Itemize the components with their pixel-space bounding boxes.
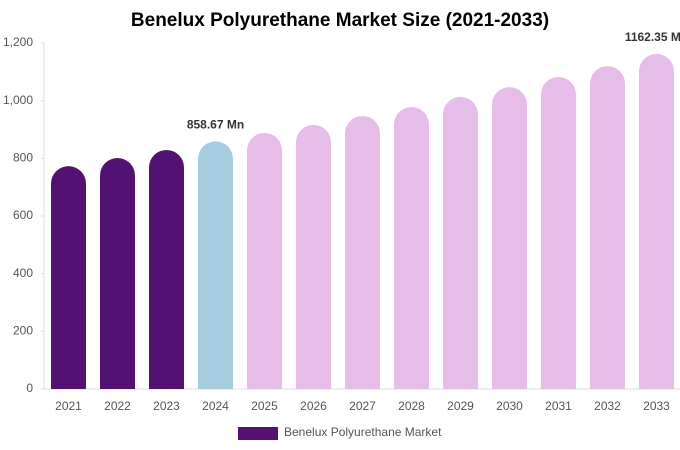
x-tick-label: 2030 (496, 399, 523, 413)
x-tick-label: 2028 (398, 399, 425, 413)
x-tick-label: 2024 (202, 399, 229, 413)
legend-label: Benelux Polyurethane Market (284, 425, 442, 439)
x-tick-label: 2032 (594, 399, 621, 413)
bar (247, 132, 282, 389)
y-tick-label: 600 (13, 208, 33, 222)
bar (541, 77, 576, 390)
bar (198, 141, 233, 389)
bar (492, 87, 527, 390)
bar (296, 124, 331, 390)
x-tick-label: 2026 (300, 399, 327, 413)
x-tick-label: 2022 (104, 399, 131, 413)
y-tick-label: 0 (26, 381, 33, 395)
x-tick-label: 2033 (643, 399, 670, 413)
data-label: 858.67 Mn (187, 118, 244, 132)
y-tick-label: 1,200 (3, 35, 33, 49)
chart-title: Benelux Polyurethane Market Size (2021-2… (131, 10, 549, 31)
bar (51, 166, 86, 389)
x-tick-label: 2029 (447, 399, 474, 413)
x-tick-label: 2031 (545, 399, 572, 413)
x-tick-label: 2027 (349, 399, 376, 413)
x-tick-label: 2021 (55, 399, 82, 413)
bar (100, 158, 135, 389)
bar (639, 53, 674, 390)
data-label: 1162.35 Mn (625, 30, 680, 44)
bar (590, 66, 625, 390)
bar (394, 107, 429, 389)
y-tick-label: 1,000 (3, 93, 33, 107)
bar (443, 96, 478, 390)
y-tick-label: 400 (13, 266, 33, 280)
legend-swatch (238, 427, 278, 440)
y-tick-label: 800 (13, 151, 33, 165)
x-tick-label: 2025 (251, 399, 278, 413)
bar (149, 149, 184, 389)
x-tick-label: 2023 (153, 399, 180, 413)
bar (345, 115, 380, 389)
y-tick-label: 200 (13, 324, 33, 338)
